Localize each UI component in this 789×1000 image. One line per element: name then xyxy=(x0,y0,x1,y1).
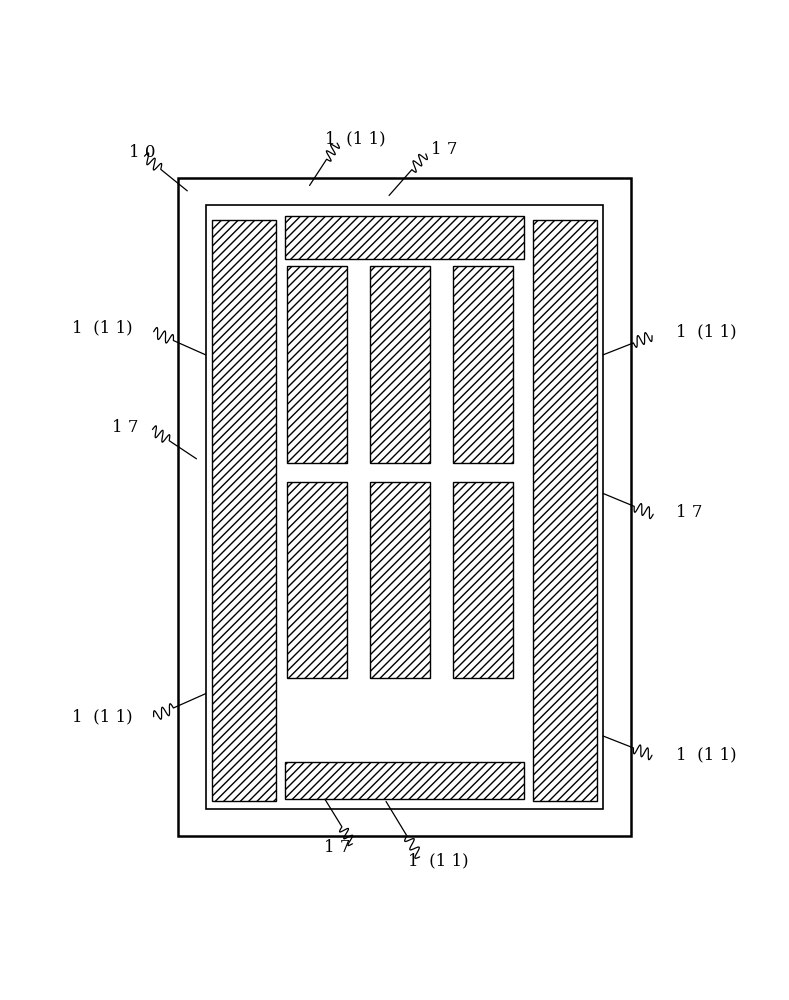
Bar xyxy=(453,482,513,678)
Bar xyxy=(370,482,430,678)
Text: 1 7: 1 7 xyxy=(676,504,703,521)
Text: 1 7: 1 7 xyxy=(323,839,350,856)
Bar xyxy=(533,220,597,801)
Text: 1 7: 1 7 xyxy=(112,420,138,436)
Text: 1  (1 1): 1 (1 1) xyxy=(325,131,386,148)
Bar xyxy=(287,266,347,463)
Text: 1  (1 1): 1 (1 1) xyxy=(72,319,133,336)
Bar xyxy=(287,482,347,678)
Text: 1 0: 1 0 xyxy=(129,144,155,161)
Bar xyxy=(453,266,513,463)
Bar xyxy=(370,266,430,463)
Bar xyxy=(285,762,524,799)
Text: 1  (1 1): 1 (1 1) xyxy=(408,852,469,869)
Text: 1  (1 1): 1 (1 1) xyxy=(676,323,737,340)
Bar xyxy=(285,216,524,259)
Text: 1 7: 1 7 xyxy=(431,141,458,158)
Text: 1  (1 1): 1 (1 1) xyxy=(72,708,133,725)
Bar xyxy=(206,205,603,809)
Bar xyxy=(211,220,276,801)
Text: 1  (1 1): 1 (1 1) xyxy=(676,747,737,764)
Bar xyxy=(178,178,630,836)
